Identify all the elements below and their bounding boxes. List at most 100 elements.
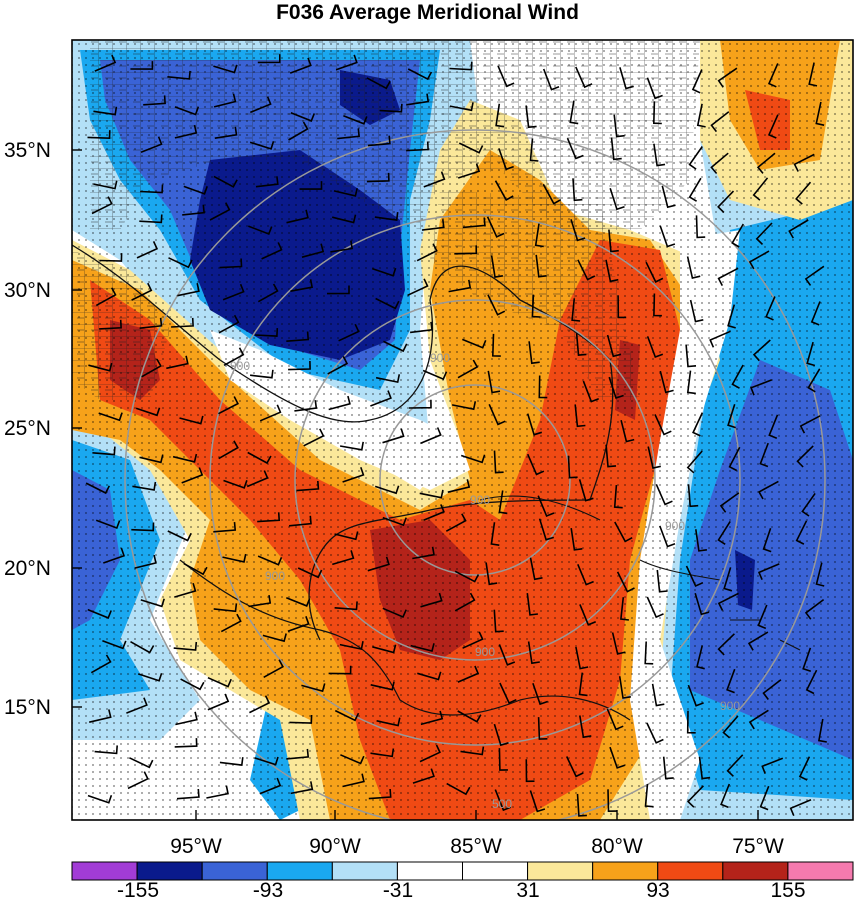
wind-barb xyxy=(527,641,540,665)
wind-barb xyxy=(301,243,325,258)
wind-barb xyxy=(376,717,401,727)
wind-barb xyxy=(93,106,118,116)
wind-barb xyxy=(297,567,323,579)
wind-barb xyxy=(457,163,481,179)
wind-barb xyxy=(131,282,153,301)
wind-barb xyxy=(645,261,664,283)
wind-barb xyxy=(263,659,284,679)
ring-label-3: 900 xyxy=(475,645,495,659)
wind-barb xyxy=(765,296,776,321)
wind-barb xyxy=(174,106,200,116)
wind-barb xyxy=(289,515,312,527)
range-rings xyxy=(124,129,826,820)
wind-barb xyxy=(575,66,593,89)
wind-barb xyxy=(659,225,676,248)
central-america-coast xyxy=(179,559,631,721)
wind-barb xyxy=(799,415,821,434)
wind-barb xyxy=(795,181,812,205)
wind-barb xyxy=(254,328,279,337)
wind-barb xyxy=(576,793,587,817)
wind-barb xyxy=(334,601,358,611)
wind-barb xyxy=(493,450,504,474)
wind-barb xyxy=(487,370,501,394)
wind-barb xyxy=(177,283,200,297)
wind-barb xyxy=(370,681,395,691)
wind-barb xyxy=(333,188,358,197)
wind-barb xyxy=(542,183,562,205)
wind-barb xyxy=(793,153,815,172)
wind-barb xyxy=(299,181,323,190)
wind-barb xyxy=(326,285,350,295)
lon-label-90w: 90°W xyxy=(309,835,361,858)
wind-barb xyxy=(529,557,543,581)
colorbar-swatch xyxy=(462,861,529,881)
wind-barb xyxy=(129,757,154,769)
wind-barb xyxy=(419,744,441,763)
wind-barb xyxy=(806,341,816,367)
wind-barb xyxy=(257,555,283,566)
wind-barb xyxy=(789,799,812,817)
wind-barb xyxy=(259,777,282,795)
wind-barb xyxy=(767,114,779,139)
wind-barb xyxy=(487,294,506,316)
wind-barb xyxy=(172,453,198,463)
wind-barb xyxy=(342,773,365,788)
wind-barb xyxy=(722,715,739,739)
wind-barb xyxy=(695,529,708,552)
wind-barb xyxy=(644,641,654,665)
wind-barb xyxy=(529,138,539,162)
colorbar-label-neg155: -155 xyxy=(116,879,160,902)
wind-barb xyxy=(179,415,204,425)
wind-barb xyxy=(222,553,247,563)
wind-barb xyxy=(139,454,164,464)
wind-barb xyxy=(339,641,364,651)
wind-barb xyxy=(485,562,498,586)
colorbar-swatch xyxy=(331,861,398,881)
wind-barb xyxy=(286,209,309,224)
wind-barb xyxy=(419,489,444,499)
wind-barb xyxy=(651,683,665,707)
wind-barb xyxy=(798,756,811,781)
wind-barb xyxy=(613,485,623,509)
wind-barb xyxy=(379,103,403,113)
wind-barb xyxy=(605,444,617,468)
wind-barb xyxy=(610,137,622,161)
wind-barb xyxy=(290,112,316,122)
wind-barb xyxy=(620,597,629,621)
wind-barb xyxy=(168,257,193,269)
wind-barb xyxy=(88,362,113,372)
wind-barb xyxy=(570,527,583,551)
ring-label-2: 900 xyxy=(470,493,490,507)
wind-barb xyxy=(810,301,821,326)
plot-frame xyxy=(71,39,854,821)
wind-barb xyxy=(223,347,245,367)
wind-barb xyxy=(183,185,208,195)
wind-barb xyxy=(422,369,448,381)
wind-barb xyxy=(688,177,702,202)
wind-barb xyxy=(423,504,445,521)
range-ring-labels: 900 900 900 900 900 900 900 500 xyxy=(230,351,740,811)
county-borders-southeast xyxy=(430,190,640,400)
wind-barb xyxy=(209,202,231,221)
wind-barb xyxy=(330,240,354,253)
wind-barb xyxy=(526,413,543,436)
wind-barb xyxy=(416,243,438,262)
wind-barb xyxy=(762,527,772,553)
wind-barb xyxy=(371,267,397,277)
wind-barb xyxy=(653,293,662,317)
wind-barb xyxy=(726,668,736,694)
wind-barb xyxy=(174,124,198,139)
wind-barb xyxy=(173,641,198,651)
wind-barb xyxy=(817,718,827,743)
wind-barb xyxy=(286,596,311,607)
wind-barb xyxy=(686,450,703,474)
wind-barb xyxy=(609,746,626,769)
wind-barb xyxy=(383,340,408,353)
wind-barb xyxy=(92,446,116,456)
wind-barb xyxy=(222,283,245,301)
colorbar-swatch xyxy=(396,861,464,881)
wind-barb xyxy=(374,485,400,495)
wind-barb xyxy=(646,336,664,359)
wind-barb xyxy=(582,380,599,403)
